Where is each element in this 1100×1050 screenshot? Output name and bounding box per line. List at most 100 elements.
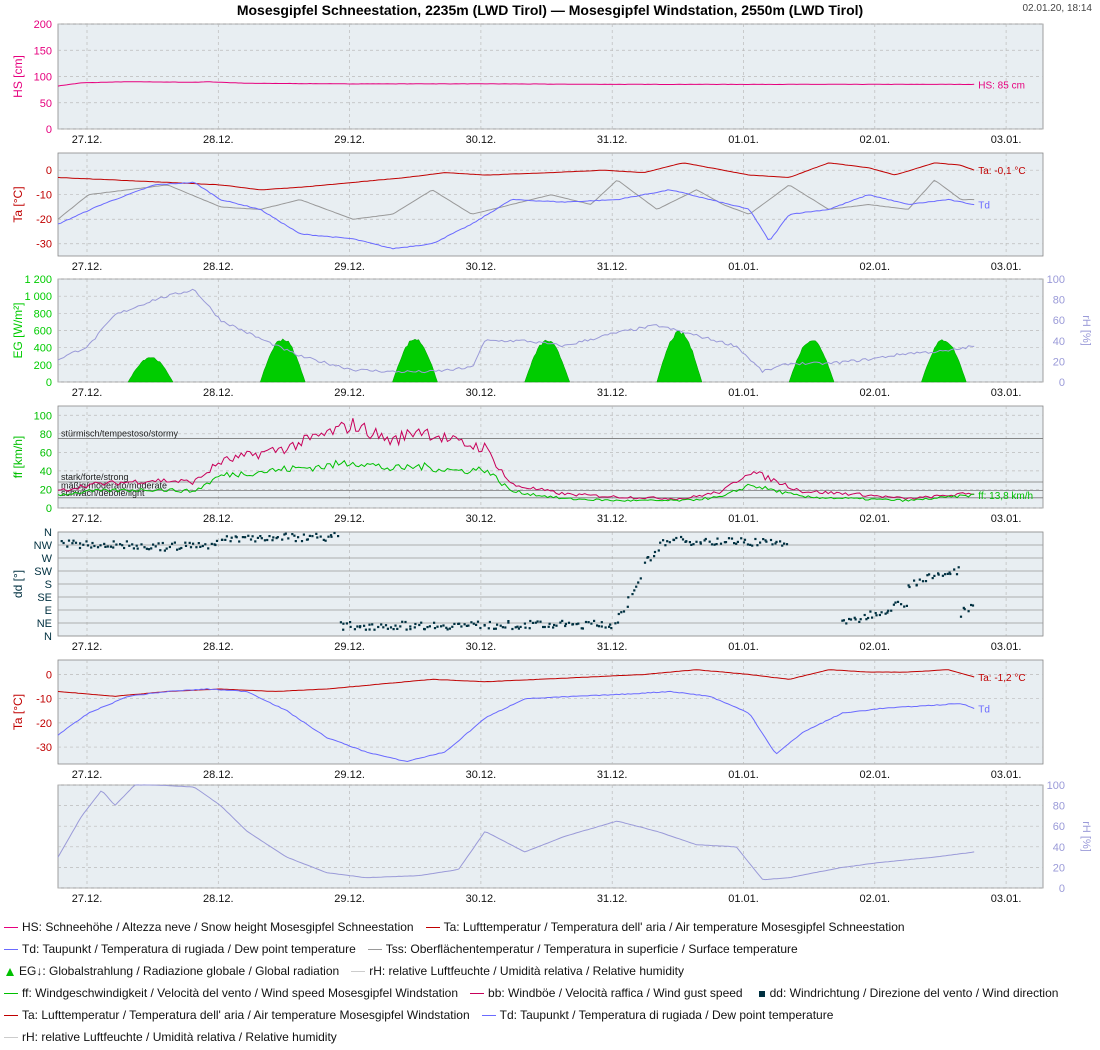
- wind-direction-point: [103, 542, 106, 545]
- radiation-area: [259, 338, 306, 383]
- wind-direction-point: [275, 537, 278, 540]
- legend-line-swatch: [351, 971, 366, 973]
- wind-direction-point: [949, 572, 952, 576]
- wind-direction-point: [926, 574, 929, 577]
- wind-direction-point: [959, 615, 963, 618]
- series-line-rh: [57, 784, 975, 881]
- wind-direction-point: [635, 585, 638, 588]
- wind-direction-point: [201, 544, 204, 548]
- x-tick-label: 03.01.: [991, 261, 1022, 273]
- wind-direction-point: [386, 627, 389, 630]
- y2-tick-label: 100: [1047, 780, 1065, 792]
- wind-direction-point: [85, 540, 88, 543]
- wind-direction-point: [263, 539, 266, 542]
- wind-direction-point: [297, 536, 300, 539]
- y2-axis-label: rH [%]: [1080, 315, 1092, 346]
- wind-direction-point: [119, 543, 122, 546]
- wind-direction-point: [106, 545, 109, 548]
- wind-direction-point: [215, 539, 219, 542]
- wind-direction-point: [99, 544, 102, 547]
- x-tick-label: 27.12.: [72, 769, 103, 781]
- legend-text: Ta: Lufttemperatur / Temperatura dell' a…: [443, 920, 905, 934]
- y-tick-label: 100: [34, 410, 52, 422]
- wind-direction-point: [523, 622, 526, 625]
- wind-direction-point: [392, 628, 395, 631]
- wind-direction-point: [349, 625, 352, 628]
- x-tick-label: 29.12.: [334, 513, 365, 525]
- y2-tick-label: 80: [1053, 295, 1065, 307]
- wind-direction-point: [359, 625, 362, 628]
- wind-direction-point: [192, 542, 195, 545]
- x-tick-label: 27.12.: [72, 893, 103, 905]
- wind-direction-point: [405, 628, 408, 631]
- wind-direction-point: [377, 625, 380, 629]
- wind-direction-point: [74, 541, 78, 544]
- x-tick-label: 02.01.: [860, 893, 891, 905]
- wind-direction-point: [653, 550, 657, 554]
- x-tick-label: 27.12.: [72, 387, 103, 399]
- wind-direction-point: [869, 610, 872, 613]
- wind-direction-point: [104, 545, 107, 548]
- wind-direction-point: [762, 538, 765, 541]
- wind-direction-point: [944, 573, 947, 576]
- threshold-label: mäßig/moderato/moderate: [61, 480, 167, 490]
- wind-direction-point: [109, 545, 112, 548]
- wind-direction-point: [733, 542, 736, 545]
- y2-axis-label: rH [%]: [1080, 821, 1092, 852]
- y-tick-label: 1 000: [24, 291, 52, 303]
- wind-direction-point: [150, 547, 153, 550]
- wind-direction-point: [699, 541, 702, 544]
- wind-direction-point: [188, 541, 191, 544]
- chart-canvas: 27.12. 28.12. 29.12. 30.12. 31.12. 01.01. 02.0…: [11, 19, 1092, 905]
- wind-direction-point: [66, 545, 69, 548]
- legend-square-swatch: [758, 990, 765, 997]
- wind-direction-point: [703, 539, 706, 542]
- wind-direction-point: [121, 544, 124, 547]
- x-tick-label: 31.12.: [597, 513, 628, 525]
- legend-item-dd: dd: Windrichtung / Direzione del vento /…: [755, 982, 1058, 1004]
- legend-text: HS: Schneehöhe / Altezza neve / Snow hei…: [22, 920, 414, 934]
- wind-direction-point: [284, 532, 287, 535]
- wind-direction-point: [96, 546, 100, 549]
- y-axis-label: dd [°]: [11, 570, 25, 598]
- y-tick-label: -20: [36, 214, 52, 226]
- wind-direction-point: [626, 605, 629, 608]
- wind-direction-point: [785, 543, 789, 546]
- wind-direction-point: [662, 539, 665, 542]
- wind-direction-point: [593, 619, 596, 622]
- x-tick-label: 31.12.: [597, 769, 628, 781]
- x-tick-label: 29.12.: [334, 134, 365, 146]
- legend-item-tss: Tss: Oberflächentemperatur / Temperatura…: [367, 938, 798, 960]
- wind-direction-point: [637, 581, 640, 584]
- wind-direction-point: [401, 620, 404, 623]
- wind-direction-point: [260, 537, 263, 540]
- wind-direction-point: [600, 621, 603, 624]
- wind-direction-point: [112, 546, 115, 549]
- wind-direction-point: [775, 540, 778, 543]
- wind-direction-point: [115, 543, 118, 546]
- wind-direction-point: [609, 623, 612, 626]
- wind-direction-point: [519, 625, 522, 628]
- y2-tick-label: 80: [1053, 801, 1065, 813]
- legend-row: Td: Taupunkt / Temperatura di rugiada / …: [4, 938, 1096, 960]
- wind-direction-point: [315, 532, 318, 535]
- wind-direction-point: [225, 535, 228, 538]
- wind-direction-point: [875, 614, 878, 617]
- wind-direction-point: [479, 626, 482, 630]
- wind-direction-point: [433, 627, 437, 630]
- wind-direction-point: [516, 625, 519, 628]
- wind-direction-point: [517, 627, 520, 630]
- wind-direction-point: [511, 627, 514, 631]
- wind-direction-point: [946, 572, 949, 575]
- x-tick-label: 03.01.: [991, 641, 1022, 653]
- wind-direction-point: [71, 542, 74, 545]
- series-line-bb: [57, 418, 975, 501]
- y-tick-label: NE: [37, 618, 52, 630]
- wind-direction-point: [488, 620, 491, 624]
- wind-direction-point: [125, 540, 128, 543]
- wind-direction-point: [157, 542, 160, 545]
- y-axis-label: ff [km/h]: [11, 436, 25, 478]
- legend-row: EG↓: Globalstrahlung / Radiazione global…: [4, 960, 1096, 982]
- y-tick-label: 1 200: [24, 274, 52, 286]
- x-tick-label: 02.01.: [860, 387, 891, 399]
